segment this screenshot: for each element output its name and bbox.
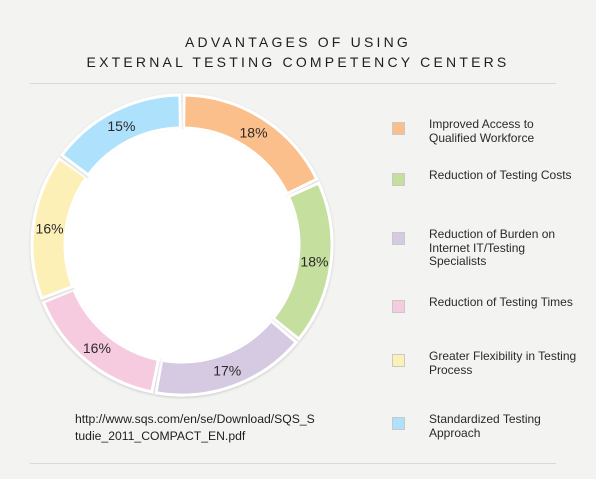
donut-slice-6 (59, 93, 182, 178)
legend-label-4: Reduction of Testing Times (429, 295, 573, 309)
chart-title-line-2: EXTERNAL TESTING COMPETENCY CENTERS (86, 54, 510, 70)
donut-slice-4 (41, 287, 161, 394)
slice-label-1: 18% (240, 124, 268, 140)
bottom-divider (30, 463, 556, 464)
slice-label-3: 17% (213, 363, 241, 379)
top-divider (30, 83, 556, 84)
legend-label-6: Standardized Testing Approach (429, 412, 541, 440)
legend-label-2: Reduction of Testing Costs (429, 168, 572, 182)
legend-swatch-2 (392, 173, 405, 186)
legend-swatch-6 (392, 417, 405, 430)
donut-hole (66, 129, 298, 361)
legend-item-4: Reduction of Testing Times (392, 295, 582, 340)
slice-label-6: 15% (107, 118, 135, 134)
legend-item-1: Improved Access to Qualified Workforce (392, 117, 582, 162)
legend-label-3: Reduction of Burden on Internet IT/Testi… (429, 227, 556, 268)
slice-label-2: 18% (300, 254, 328, 270)
slice-label-5: 16% (36, 220, 64, 236)
legend-swatch-5 (392, 354, 405, 367)
chart-title-line-1: ADVANTAGES OF USING (185, 34, 411, 50)
legend-item-3: Reduction of Burden on Internet IT/Testi… (392, 227, 582, 272)
legend-label-5: Greater Flexibility in Testing Process (429, 349, 577, 377)
slice-label-4: 16% (83, 340, 111, 356)
legend-item-6: Standardized Testing Approach (392, 412, 582, 457)
donut-slice-3 (154, 318, 299, 397)
donut-slice-5 (30, 156, 89, 301)
legend-swatch-4 (392, 300, 405, 313)
legend-swatch-1 (392, 122, 405, 135)
donut-slice-1 (182, 93, 319, 196)
donut-slice-2 (271, 181, 334, 342)
source-url[interactable]: http://www.sqs.com/en/se/Download/SQS_St… (75, 412, 315, 443)
legend-item-2: Reduction of Testing Costs (392, 168, 582, 213)
legend-swatch-3 (392, 232, 405, 245)
legend-label-1: Improved Access to Qualified Workforce (429, 117, 535, 145)
legend-item-5: Greater Flexibility in Testing Process (392, 349, 582, 394)
